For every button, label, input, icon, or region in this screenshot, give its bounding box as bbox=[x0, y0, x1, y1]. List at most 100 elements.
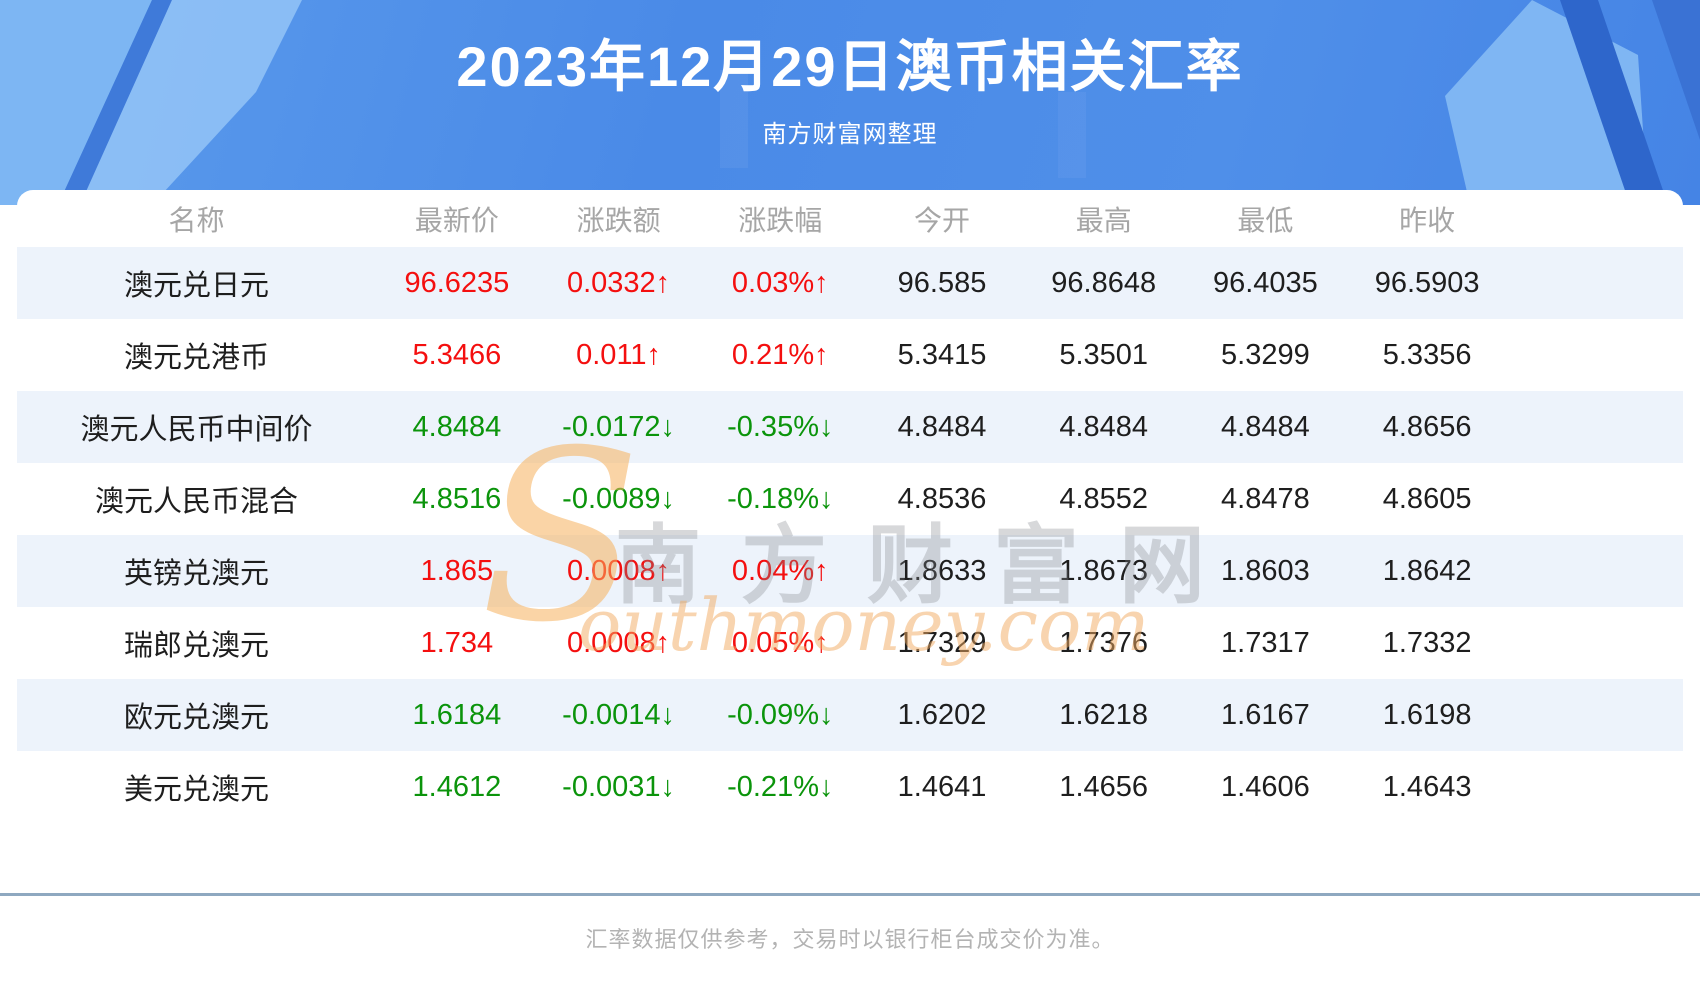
column-header-1: 最新价 bbox=[414, 204, 499, 236]
cell-high: 1.6218 bbox=[1059, 698, 1149, 731]
cell-low: 1.6167 bbox=[1221, 698, 1310, 731]
cell-prev-close: 1.7332 bbox=[1382, 626, 1472, 659]
cell-change: 0.0008↑ bbox=[566, 554, 671, 587]
disclaimer-text: 汇率数据仅供参考，交易时以银行柜台成交价为准。 bbox=[585, 927, 1115, 952]
cell-latest: 1.865 bbox=[420, 554, 494, 587]
column-header-5: 最高 bbox=[1075, 204, 1132, 236]
cell-high: 1.7376 bbox=[1059, 626, 1149, 659]
cell-prev-close: 4.8656 bbox=[1382, 410, 1472, 443]
column-header-3: 涨跌幅 bbox=[738, 204, 823, 236]
cell-low: 96.4035 bbox=[1212, 266, 1318, 299]
table-row: 英镑兑澳元 1.865 0.0008↑ 0.04%↑ 1.8633 1.8673 1.860… bbox=[17, 535, 1683, 607]
cell-prev-close: 4.8605 bbox=[1382, 482, 1472, 515]
cell-name: 欧元兑澳元 bbox=[124, 702, 270, 734]
cell-latest: 1.6184 bbox=[412, 698, 502, 731]
cell-latest: 1.4612 bbox=[412, 770, 502, 803]
cell-open: 5.3415 bbox=[897, 338, 987, 371]
rates-table-card: 名称 最新价 涨跌额 涨跌幅 今开 最高 最低 昨收 澳元兑日元 96.6235 0.0332↑ 0… bbox=[17, 190, 1683, 823]
cell-change-pct: -0.35%↓ bbox=[727, 410, 834, 443]
cell-name: 澳元人民币混合 bbox=[95, 486, 299, 518]
cell-change-pct: 0.04%↑ bbox=[731, 554, 829, 587]
cell-change-pct: -0.21%↓ bbox=[727, 770, 834, 803]
column-header-6: 最低 bbox=[1237, 204, 1294, 236]
column-header-0: 名称 bbox=[168, 204, 225, 236]
cell-low: 4.8478 bbox=[1221, 482, 1310, 515]
banner-decoration-candle bbox=[1058, 92, 1086, 178]
cell-high: 5.3501 bbox=[1059, 338, 1149, 371]
table-row: 美元兑澳元 1.4612 -0.0031↓ -0.21%↓ 1.4641 1.4656 1.… bbox=[17, 751, 1683, 823]
rates-table-body: 澳元兑日元 96.6235 0.0332↑ 0.03%↑ 96.585 96.8648 96… bbox=[17, 247, 1683, 823]
table-row: 欧元兑澳元 1.6184 -0.0014↓ -0.09%↓ 1.6202 1.6218 1.… bbox=[17, 679, 1683, 751]
cell-low: 1.7317 bbox=[1221, 626, 1310, 659]
column-header-spacer bbox=[1508, 190, 1683, 247]
cell-change-pct: 0.21%↑ bbox=[731, 338, 829, 371]
column-header-7: 昨收 bbox=[1399, 204, 1456, 236]
cell-name: 澳元兑港币 bbox=[124, 342, 270, 374]
table-row: 澳元兑日元 96.6235 0.0332↑ 0.03%↑ 96.585 96.8648 96… bbox=[17, 247, 1683, 319]
cell-latest: 5.3466 bbox=[412, 338, 502, 371]
cell-change: 0.0008↑ bbox=[566, 626, 671, 659]
cell-spacer bbox=[1508, 391, 1683, 463]
cell-change-pct: -0.18%↓ bbox=[727, 482, 834, 515]
cell-open: 1.8633 bbox=[897, 554, 987, 587]
cell-name: 瑞郎兑澳元 bbox=[124, 630, 270, 662]
cell-open: 96.585 bbox=[897, 266, 987, 299]
cell-name: 英镑兑澳元 bbox=[124, 558, 270, 590]
cell-spacer bbox=[1508, 463, 1683, 535]
cell-prev-close: 1.4643 bbox=[1382, 770, 1472, 803]
cell-change-pct: 0.03%↑ bbox=[731, 266, 829, 299]
header-banner: 2023年12月29日澳币相关汇率 南方财富网整理 bbox=[0, 0, 1700, 205]
cell-prev-close: 1.6198 bbox=[1382, 698, 1472, 731]
rates-table: 名称 最新价 涨跌额 涨跌幅 今开 最高 最低 昨收 澳元兑日元 96.6235 0.0332↑ 0… bbox=[17, 190, 1683, 823]
column-header-4: 今开 bbox=[913, 204, 970, 236]
cell-open: 1.6202 bbox=[897, 698, 987, 731]
table-row: 澳元人民币中间价 4.8484 -0.0172↓ -0.35%↓ 4.8484 4.848… bbox=[17, 391, 1683, 463]
cell-prev-close: 96.5903 bbox=[1374, 266, 1480, 299]
cell-change-pct: -0.09%↓ bbox=[727, 698, 834, 731]
table-row: 澳元兑港币 5.3466 0.011↑ 0.21%↑ 5.3415 5.3501 5.329… bbox=[17, 319, 1683, 391]
cell-name: 澳元兑日元 bbox=[124, 270, 270, 302]
cell-spacer bbox=[1508, 319, 1683, 391]
cell-spacer bbox=[1508, 535, 1683, 607]
cell-high: 96.8648 bbox=[1051, 266, 1157, 299]
cell-low: 4.8484 bbox=[1221, 410, 1310, 443]
cell-spacer bbox=[1508, 751, 1683, 823]
cell-latest: 4.8516 bbox=[412, 482, 502, 515]
cell-open: 1.7329 bbox=[897, 626, 987, 659]
cell-high: 1.8673 bbox=[1059, 554, 1149, 587]
cell-change: 0.0332↑ bbox=[566, 266, 671, 299]
footer-divider bbox=[0, 893, 1700, 896]
cell-change: -0.0172↓ bbox=[562, 410, 676, 443]
cell-change: -0.0089↓ bbox=[562, 482, 676, 515]
cell-latest: 96.6235 bbox=[404, 266, 510, 299]
cell-change: -0.0014↓ bbox=[562, 698, 676, 731]
cell-change: 0.011↑ bbox=[576, 338, 662, 371]
cell-name: 美元兑澳元 bbox=[124, 774, 270, 806]
cell-spacer bbox=[1508, 679, 1683, 751]
cell-high: 4.8552 bbox=[1059, 482, 1149, 515]
column-header-2: 涨跌额 bbox=[576, 204, 661, 236]
cell-prev-close: 5.3356 bbox=[1382, 338, 1472, 371]
cell-latest: 1.734 bbox=[420, 626, 494, 659]
page-title: 2023年12月29日澳币相关汇率 bbox=[456, 35, 1244, 98]
page-subtitle: 南方财富网整理 bbox=[762, 121, 938, 148]
cell-change-pct: 0.05%↑ bbox=[731, 626, 829, 659]
banner-decoration-candle bbox=[720, 70, 748, 168]
table-row: 瑞郎兑澳元 1.734 0.0008↑ 0.05%↑ 1.7329 1.7376 1.731… bbox=[17, 607, 1683, 679]
cell-open: 4.8536 bbox=[897, 482, 987, 515]
table-header-row: 名称 最新价 涨跌额 涨跌幅 今开 最高 最低 昨收 bbox=[17, 190, 1683, 247]
cell-change: -0.0031↓ bbox=[562, 770, 676, 803]
cell-open: 1.4641 bbox=[897, 770, 987, 803]
cell-high: 1.4656 bbox=[1059, 770, 1149, 803]
cell-low: 1.8603 bbox=[1221, 554, 1310, 587]
cell-high: 4.8484 bbox=[1059, 410, 1149, 443]
cell-low: 5.3299 bbox=[1221, 338, 1310, 371]
cell-spacer bbox=[1508, 247, 1683, 319]
cell-prev-close: 1.8642 bbox=[1382, 554, 1472, 587]
cell-spacer bbox=[1508, 607, 1683, 679]
cell-low: 1.4606 bbox=[1221, 770, 1310, 803]
table-row: 澳元人民币混合 4.8516 -0.0089↓ -0.18%↓ 4.8536 4.8552… bbox=[17, 463, 1683, 535]
cell-open: 4.8484 bbox=[897, 410, 987, 443]
cell-latest: 4.8484 bbox=[412, 410, 502, 443]
cell-name: 澳元人民币中间价 bbox=[80, 414, 313, 446]
